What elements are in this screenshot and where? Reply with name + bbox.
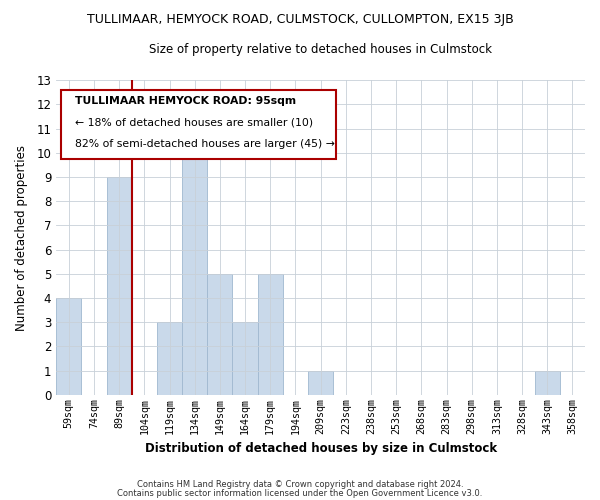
Text: ← 18% of detached houses are smaller (10): ← 18% of detached houses are smaller (10… (75, 118, 313, 128)
FancyBboxPatch shape (61, 90, 337, 159)
Bar (56, 298, 82, 395)
Text: Contains HM Land Registry data © Crown copyright and database right 2024.: Contains HM Land Registry data © Crown c… (137, 480, 463, 489)
Bar (257, 274, 283, 395)
Text: Contains public sector information licensed under the Open Government Licence v3: Contains public sector information licen… (118, 489, 482, 498)
Text: TULLIMAAR HEMYOCK ROAD: 95sqm: TULLIMAAR HEMYOCK ROAD: 95sqm (75, 96, 296, 106)
X-axis label: Distribution of detached houses by size in Culmstock: Distribution of detached houses by size … (145, 442, 497, 455)
Title: Size of property relative to detached houses in Culmstock: Size of property relative to detached ho… (149, 42, 492, 56)
Bar (232, 322, 257, 395)
Text: TULLIMAAR, HEMYOCK ROAD, CULMSTOCK, CULLOMPTON, EX15 3JB: TULLIMAAR, HEMYOCK ROAD, CULMSTOCK, CULL… (86, 12, 514, 26)
Y-axis label: Number of detached properties: Number of detached properties (15, 144, 28, 330)
Bar (207, 274, 232, 395)
Bar (107, 177, 132, 395)
Text: 82% of semi-detached houses are larger (45) →: 82% of semi-detached houses are larger (… (75, 139, 335, 149)
Bar (308, 370, 333, 395)
Bar (157, 322, 182, 395)
Bar (182, 128, 207, 395)
Bar (535, 370, 560, 395)
